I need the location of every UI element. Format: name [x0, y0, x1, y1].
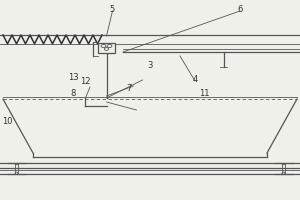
Text: 8: 8	[71, 88, 76, 98]
Text: 13: 13	[68, 72, 79, 82]
Text: 6: 6	[237, 4, 243, 14]
Text: 7: 7	[126, 84, 132, 93]
Text: 11: 11	[199, 88, 209, 98]
Text: 12: 12	[80, 76, 91, 86]
Text: 5: 5	[110, 4, 115, 14]
Text: 3: 3	[147, 62, 153, 71]
Text: 10: 10	[2, 116, 13, 126]
Text: 4: 4	[192, 75, 198, 84]
Bar	[98, 43, 115, 53]
